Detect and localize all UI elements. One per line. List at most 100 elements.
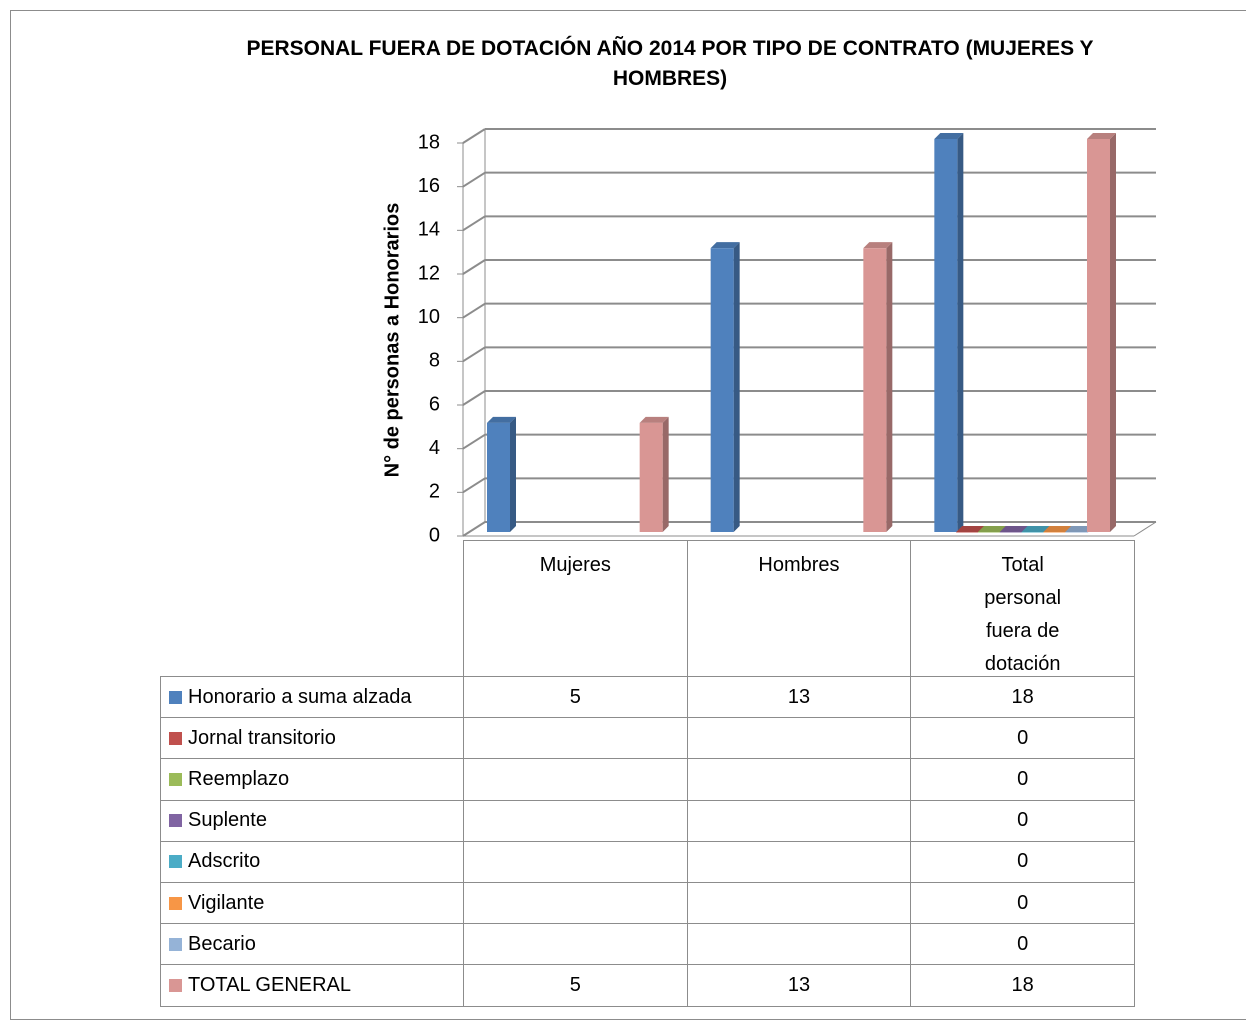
table-cell bbox=[463, 882, 688, 925]
legend-label: Reemplazo bbox=[188, 767, 290, 790]
legend-label: Jornal transitorio bbox=[188, 726, 336, 749]
y-tick-label: 12 bbox=[418, 262, 440, 284]
bar-top bbox=[863, 242, 893, 249]
bar-side bbox=[886, 242, 893, 532]
legend-cell: Adscrito bbox=[160, 840, 464, 883]
table-cell bbox=[463, 717, 688, 760]
table-value: 0 bbox=[1017, 809, 1029, 832]
y-tick-label: 14 bbox=[418, 219, 440, 241]
legend-cell: TOTAL GENERAL bbox=[160, 964, 464, 1007]
table-value: 0 bbox=[1017, 891, 1029, 914]
table-cell: 0 bbox=[910, 717, 1135, 760]
grid-line bbox=[462, 259, 486, 275]
table-cell bbox=[686, 758, 912, 801]
bar bbox=[956, 532, 980, 533]
bar-top bbox=[1021, 526, 1051, 532]
bar bbox=[710, 248, 734, 532]
category-label: Mujeres bbox=[539, 554, 611, 576]
legend-label: Honorario a suma alzada bbox=[188, 685, 412, 708]
bar bbox=[487, 422, 510, 532]
bar-side bbox=[510, 416, 516, 532]
table-value: 0 bbox=[1017, 726, 1029, 749]
legend-key bbox=[169, 978, 182, 992]
table-value: 0 bbox=[1017, 850, 1029, 873]
table-cell bbox=[463, 840, 688, 883]
bar-top bbox=[487, 416, 516, 423]
legend-label: Vigilante bbox=[188, 891, 265, 914]
legend-key bbox=[169, 855, 182, 869]
y-tick-label: 16 bbox=[418, 175, 440, 197]
legend-cell: Vigilante bbox=[160, 882, 464, 925]
table-cell: 0 bbox=[910, 799, 1135, 842]
legend-label: Becario bbox=[188, 932, 256, 955]
bar bbox=[999, 532, 1023, 533]
table-value: 18 bbox=[1011, 973, 1034, 996]
y-tick-label: 2 bbox=[429, 481, 440, 503]
legend-key bbox=[169, 731, 182, 745]
bar-top bbox=[639, 416, 669, 423]
table-cell bbox=[686, 717, 912, 760]
table-header: Mujeres bbox=[463, 540, 688, 677]
chart-title: PERSONAL FUERA DE DOTACIÓN AÑO 2014 POR … bbox=[246, 37, 1094, 90]
bar bbox=[977, 532, 1001, 533]
legend-cell: Becario bbox=[160, 923, 464, 966]
y-tick-label: 0 bbox=[429, 524, 440, 546]
legend-key bbox=[169, 937, 182, 951]
table-value: 0 bbox=[1017, 932, 1029, 955]
legend-key bbox=[169, 690, 182, 704]
bar bbox=[639, 422, 663, 532]
legend-cell: Honorario a suma alzada bbox=[160, 676, 464, 719]
bar-top bbox=[1043, 526, 1073, 532]
grid-line bbox=[462, 128, 486, 144]
table-header: Hombres bbox=[686, 540, 912, 677]
bar bbox=[863, 248, 887, 532]
bar-side bbox=[1110, 133, 1116, 532]
table-header: Total personal fuera de dotación bbox=[910, 540, 1135, 677]
legend-cell: Jornal transitorio bbox=[160, 717, 464, 760]
floor-right bbox=[1133, 521, 1157, 537]
table-cell: 18 bbox=[910, 964, 1135, 1007]
grid-line bbox=[462, 477, 486, 494]
y-tick-label: 6 bbox=[429, 393, 440, 415]
table-cell: 18 bbox=[910, 676, 1135, 719]
bar-top bbox=[710, 242, 740, 249]
grid-line bbox=[462, 302, 486, 319]
bar bbox=[934, 139, 958, 532]
grid-line bbox=[462, 215, 486, 232]
legend-cell: Suplente bbox=[160, 799, 464, 842]
table-cell bbox=[686, 840, 912, 883]
grid-line bbox=[462, 521, 486, 537]
bar-top bbox=[977, 526, 1007, 532]
table-value: 5 bbox=[569, 685, 581, 708]
bar-side bbox=[662, 416, 669, 532]
table-cell: 0 bbox=[910, 923, 1135, 966]
table-value: 18 bbox=[1011, 685, 1034, 708]
grid-line bbox=[462, 390, 486, 406]
bar bbox=[1021, 532, 1045, 533]
y-tick-label: 18 bbox=[418, 131, 440, 153]
category-label: Total personal fuera de dotación bbox=[984, 554, 1062, 675]
table-cell: 5 bbox=[463, 676, 688, 719]
bar-top bbox=[999, 526, 1029, 532]
bar-top bbox=[1087, 133, 1116, 139]
legend-cell: Reemplazo bbox=[160, 758, 464, 801]
table-cell bbox=[463, 799, 688, 842]
table-cell: 13 bbox=[686, 676, 912, 719]
y-axis-label: N° de personas a Honorarios bbox=[381, 203, 403, 478]
table-value: 0 bbox=[1017, 767, 1029, 790]
legend-key bbox=[169, 896, 182, 910]
bar bbox=[1087, 139, 1110, 532]
table-cell bbox=[686, 923, 912, 966]
table-cell: 13 bbox=[686, 964, 912, 1007]
table-value: 5 bbox=[569, 973, 581, 996]
y-tick-label: 8 bbox=[429, 350, 440, 372]
table-cell: 0 bbox=[910, 758, 1135, 801]
table-cell bbox=[463, 923, 688, 966]
legend-label: Adscrito bbox=[188, 850, 261, 873]
legend-key bbox=[169, 814, 182, 828]
table-cell bbox=[463, 758, 688, 801]
table-cell bbox=[686, 799, 912, 842]
bar-side bbox=[957, 133, 964, 532]
grid-line bbox=[462, 346, 486, 363]
table-cell: 0 bbox=[910, 882, 1135, 925]
